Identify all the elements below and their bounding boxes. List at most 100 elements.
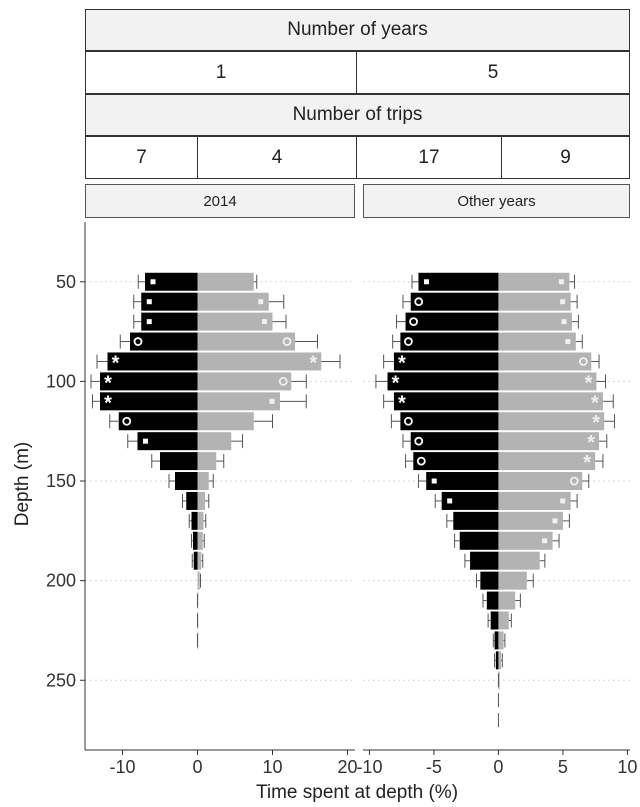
y-tick-label: 50	[56, 272, 76, 292]
night-bar	[194, 552, 198, 570]
night-bar	[411, 432, 499, 450]
night-bar	[100, 372, 198, 390]
day-bar	[498, 432, 599, 450]
significance-marker	[559, 279, 564, 284]
day-bar	[498, 392, 602, 410]
day-bar	[198, 293, 269, 311]
chart-panel-0: * ***	[91, 273, 340, 650]
y-tick-label: 100	[46, 371, 76, 391]
day-bar	[498, 333, 575, 351]
x-tick-label: 10	[617, 757, 637, 777]
day-bar	[198, 313, 273, 331]
day-bar	[498, 651, 501, 669]
day-bar	[498, 472, 582, 490]
significance-marker	[560, 299, 565, 304]
day-bar	[198, 532, 203, 550]
significance-marker	[147, 319, 152, 324]
day-bar	[198, 372, 292, 390]
significance-marker: *	[585, 372, 593, 394]
day-bar	[198, 273, 254, 291]
x-tick-label: 10	[262, 757, 282, 777]
x-tick-label: 20	[337, 757, 357, 777]
significance-marker: *	[398, 392, 406, 414]
night-bar	[193, 532, 198, 550]
significance-marker	[262, 319, 267, 324]
x-axis-title: Time spent at depth (%)	[256, 782, 458, 803]
significance-marker: *	[392, 372, 400, 394]
day-bar	[198, 432, 232, 450]
significance-marker: *	[104, 372, 112, 394]
day-bar	[198, 333, 296, 351]
significance-marker	[270, 399, 275, 404]
significance-marker: *	[104, 392, 112, 414]
day-bar	[498, 552, 539, 570]
significance-marker: *	[587, 432, 595, 454]
significance-marker	[542, 538, 547, 543]
night-bar	[411, 293, 499, 311]
day-bar	[498, 273, 569, 291]
x-tick-label: -10	[356, 757, 382, 777]
significance-marker: *	[309, 352, 317, 374]
night-bar	[108, 352, 198, 370]
significance-marker	[258, 299, 263, 304]
day-bar	[498, 412, 604, 430]
day-bar	[498, 592, 515, 610]
x-tick-label: 5	[558, 757, 568, 777]
day-bar	[198, 392, 281, 410]
significance-marker	[432, 479, 437, 484]
night-bar	[394, 352, 498, 370]
night-bar	[495, 631, 499, 649]
night-bar	[160, 452, 198, 470]
night-bar	[400, 412, 498, 430]
day-bar	[498, 572, 526, 590]
significance-marker: *	[591, 392, 599, 414]
day-bar	[498, 631, 503, 649]
night-bar	[186, 492, 197, 510]
significance-marker	[565, 339, 570, 344]
night-bar	[388, 372, 499, 390]
night-bar	[496, 651, 499, 669]
night-bar	[175, 472, 198, 490]
significance-marker: *	[398, 352, 406, 374]
day-bar	[498, 313, 572, 331]
chart-panel-1: ** ** ****	[376, 273, 615, 727]
night-bar	[394, 392, 498, 410]
day-bar	[198, 552, 202, 570]
day-bar	[498, 492, 570, 510]
night-bar	[453, 512, 498, 530]
day-bar	[198, 572, 200, 590]
significance-marker	[552, 518, 557, 523]
y-tick-label: 150	[46, 471, 76, 491]
chart-panels: * ***** ** ****	[91, 273, 615, 727]
night-bar	[192, 512, 198, 530]
day-bar	[198, 472, 209, 490]
day-bar	[198, 512, 204, 530]
night-bar	[491, 611, 499, 629]
significance-marker	[561, 319, 566, 324]
significance-marker	[151, 279, 156, 284]
significance-marker: *	[592, 412, 600, 434]
significance-marker	[424, 279, 429, 284]
x-tick-label: 0	[493, 757, 503, 777]
night-bar	[426, 472, 498, 490]
night-bar	[413, 452, 498, 470]
day-bar	[498, 611, 508, 629]
significance-marker: *	[112, 352, 120, 374]
night-bar	[400, 333, 498, 351]
night-bar	[406, 313, 499, 331]
significance-marker	[147, 299, 152, 304]
day-bar	[198, 452, 217, 470]
day-bar	[198, 352, 322, 370]
night-bar	[130, 333, 198, 351]
y-tick-label: 250	[46, 670, 76, 690]
significance-marker: *	[583, 452, 591, 474]
x-tick-label: -10	[109, 757, 135, 777]
y-axis-title: Depth (m)	[12, 442, 33, 526]
night-bar	[480, 572, 498, 590]
night-bar	[470, 552, 498, 570]
day-bar	[498, 452, 595, 470]
significance-marker	[143, 439, 148, 444]
day-bar	[498, 293, 570, 311]
x-tick-label: -5	[426, 757, 442, 777]
